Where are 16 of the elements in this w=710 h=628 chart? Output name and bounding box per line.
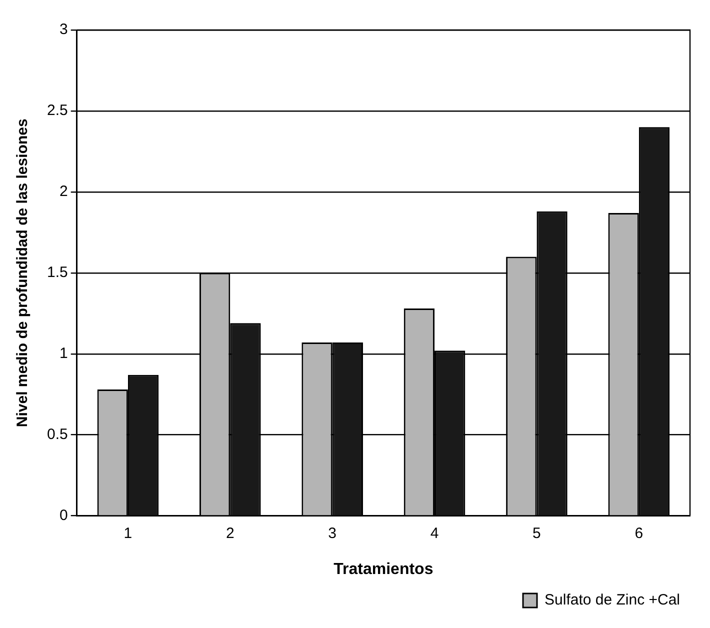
- x-tick-label: 6: [634, 524, 644, 542]
- y-tick-label: 2: [60, 183, 68, 200]
- x-tick-label: 3: [328, 524, 336, 542]
- y-tick-label: 0.5: [46, 426, 68, 443]
- x-tick-label: 1: [124, 524, 132, 542]
- x-tick-label: 5: [532, 524, 541, 542]
- x-axis-title: Tratamientos: [334, 560, 434, 578]
- x-tick-label: 4: [430, 524, 439, 542]
- x-tick-label: 2: [226, 524, 234, 542]
- y-axis-title: Nivel medio de profundidad de las lesiones: [14, 118, 32, 428]
- y-tick-label: 2.5: [46, 102, 68, 120]
- y-tick-label: 1: [60, 345, 68, 362]
- y-tick-label: 1.5: [46, 264, 68, 282]
- legend-label: Sulfato de Zinc +Cal: [544, 592, 680, 609]
- y-tick-label: 0: [60, 506, 68, 524]
- y-tick-label: 3: [60, 21, 68, 38]
